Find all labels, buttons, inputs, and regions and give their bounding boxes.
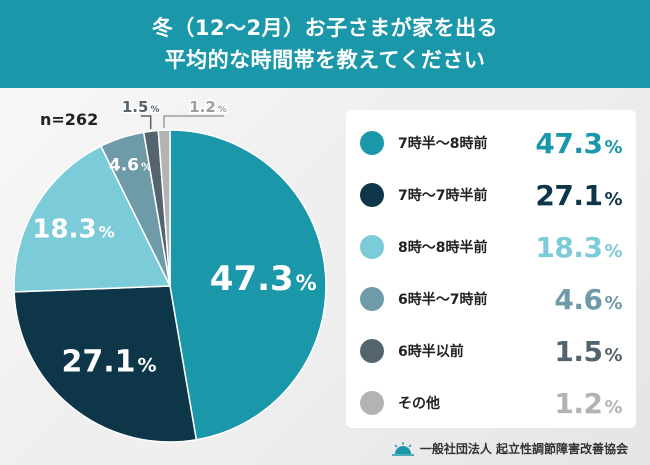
legend-value-number: 47.3 bbox=[535, 126, 603, 160]
legend-row: 6時半〜7時前 4.6% bbox=[346, 273, 636, 325]
legend-label: 6時半以前 bbox=[398, 344, 464, 360]
legend-value: 1.5% bbox=[554, 335, 622, 368]
legend-swatch bbox=[360, 183, 384, 207]
chart-title-line1: 冬（12〜2月）お子さまが家を出る bbox=[151, 16, 499, 40]
leader-line bbox=[163, 115, 225, 129]
legend-label: 7時半〜8時前 bbox=[398, 136, 488, 152]
legend-value-number: 27.1 bbox=[535, 178, 603, 212]
pie-slice-label: 4.6% bbox=[109, 155, 152, 175]
sunrise-logo-icon bbox=[391, 441, 414, 456]
chart-title-line2: 平均的な時間帯を教えてください bbox=[164, 48, 486, 72]
legend-value: 18.3% bbox=[535, 231, 622, 264]
legend-swatch bbox=[360, 391, 384, 415]
legend-row: 6時半以前 1.5% bbox=[346, 325, 636, 377]
footer-credit: 一般社団法人 起立性調節障害改善協会 bbox=[391, 440, 628, 457]
legend-value: 47.3% bbox=[535, 127, 622, 160]
legend-value-number: 1.5 bbox=[554, 334, 603, 368]
leader-line bbox=[140, 115, 152, 130]
legend-swatch bbox=[360, 339, 384, 363]
legend-value-unit: % bbox=[604, 188, 622, 210]
legend-swatch bbox=[360, 287, 384, 311]
legend-label: 6時半〜7時前 bbox=[398, 292, 488, 308]
legend-row: 7時〜7時半前 27.1% bbox=[346, 169, 636, 221]
legend-swatch bbox=[360, 131, 384, 155]
legend-swatch bbox=[360, 235, 384, 259]
pie-slice-label: 47.3% bbox=[210, 259, 317, 299]
legend-value-unit: % bbox=[604, 396, 622, 418]
chart-header: 冬（12〜2月）お子さまが家を出る 平均的な時間帯を教えてください bbox=[0, 0, 650, 88]
legend-row: 8時〜8時半前 18.3% bbox=[346, 221, 636, 273]
legend-value: 27.1% bbox=[535, 179, 622, 212]
legend-row: その他 1.2% bbox=[346, 377, 636, 429]
legend-value: 4.6% bbox=[554, 283, 622, 316]
sample-size-label: n=262 bbox=[40, 110, 99, 129]
legend-label: 7時〜7時半前 bbox=[398, 188, 488, 204]
legend-value-number: 4.6 bbox=[554, 282, 603, 316]
legend-value-number: 1.2 bbox=[554, 386, 603, 420]
pie-chart: 47.3% 27.1 % 18.3 % 4.6 % 1.5% 1.2% bbox=[13, 97, 327, 443]
legend-panel: 7時半〜8時前 47.3% 7時〜7時半前 27.1% 8時〜8時半前 18.3% 6時半〜… bbox=[346, 110, 636, 428]
pie-slice-label: 1.5% bbox=[122, 98, 160, 116]
pie-slice-label: 18.3% bbox=[32, 215, 114, 245]
legend-value-unit: % bbox=[604, 136, 622, 158]
legend-label: その他 bbox=[398, 396, 440, 412]
legend-value-number: 18.3 bbox=[535, 230, 603, 264]
pie-slice bbox=[13, 145, 172, 293]
legend-label: 8時〜8時半前 bbox=[398, 240, 488, 256]
legend-value-unit: % bbox=[604, 344, 622, 366]
pie-slice-label: 27.1% bbox=[62, 345, 157, 380]
pie-slice bbox=[157, 129, 171, 287]
legend-value-unit: % bbox=[604, 292, 622, 314]
pie-slice-label: 1.2% bbox=[189, 98, 227, 116]
organization-name: 一般社団法人 起立性調節障害改善協会 bbox=[419, 442, 628, 456]
legend-value-unit: % bbox=[604, 240, 622, 262]
legend-value: 1.2% bbox=[554, 387, 622, 420]
pie-slice bbox=[13, 285, 198, 443]
legend-row: 7時半〜8時前 47.3% bbox=[346, 117, 636, 169]
pie-slice bbox=[169, 129, 327, 441]
